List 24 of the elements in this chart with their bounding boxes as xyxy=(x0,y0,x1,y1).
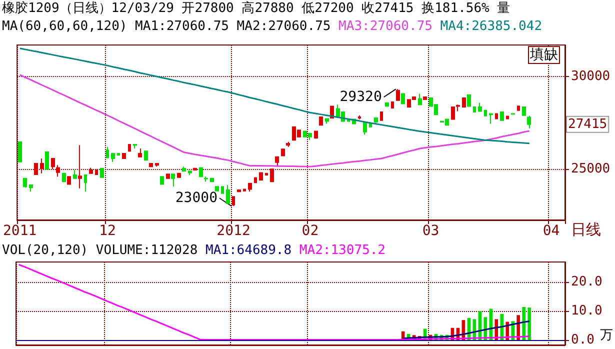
y-tick-label: 20.0 xyxy=(571,274,602,290)
x-tick-label: 03 xyxy=(422,223,440,239)
annotation: 23000 xyxy=(175,190,218,206)
text: 日线 xyxy=(571,220,601,238)
x-tick-label: 2011 xyxy=(2,223,37,239)
x-tick-label: 04 xyxy=(542,223,560,239)
x-tick-label: 12 xyxy=(99,223,116,239)
text: MA4:26385.042 xyxy=(440,19,550,34)
text: MA1:64689.8 xyxy=(205,243,300,258)
y-tick-label: 30000 xyxy=(571,68,610,84)
text: MA(60,60,60,120) MA1:27060.75 MA2:27060.75 xyxy=(2,19,339,34)
chart-title: 橡胶1209（日线）12/03/29 开27800 高27880 低27200 收27415 换181.56% 量 xyxy=(2,0,510,16)
y-axis-title: 万 xyxy=(600,328,613,343)
annotation: 29320 xyxy=(340,89,382,106)
y-tick-label: 10.0 xyxy=(571,304,602,319)
x-tick-label: 02 xyxy=(302,223,319,239)
text: MA3:27060.75 xyxy=(338,19,440,34)
x-tick-label: 2012 xyxy=(216,223,250,239)
text: VOL(20,120) VOLUME:112028 xyxy=(2,243,206,258)
y-tick-label: 25000 xyxy=(571,162,610,177)
annotation: 27415 xyxy=(568,116,608,132)
annotation: 填缺 xyxy=(529,47,558,63)
text: MA2:13075.2 xyxy=(299,243,394,258)
y-tick-label: 0.0 xyxy=(571,332,594,348)
